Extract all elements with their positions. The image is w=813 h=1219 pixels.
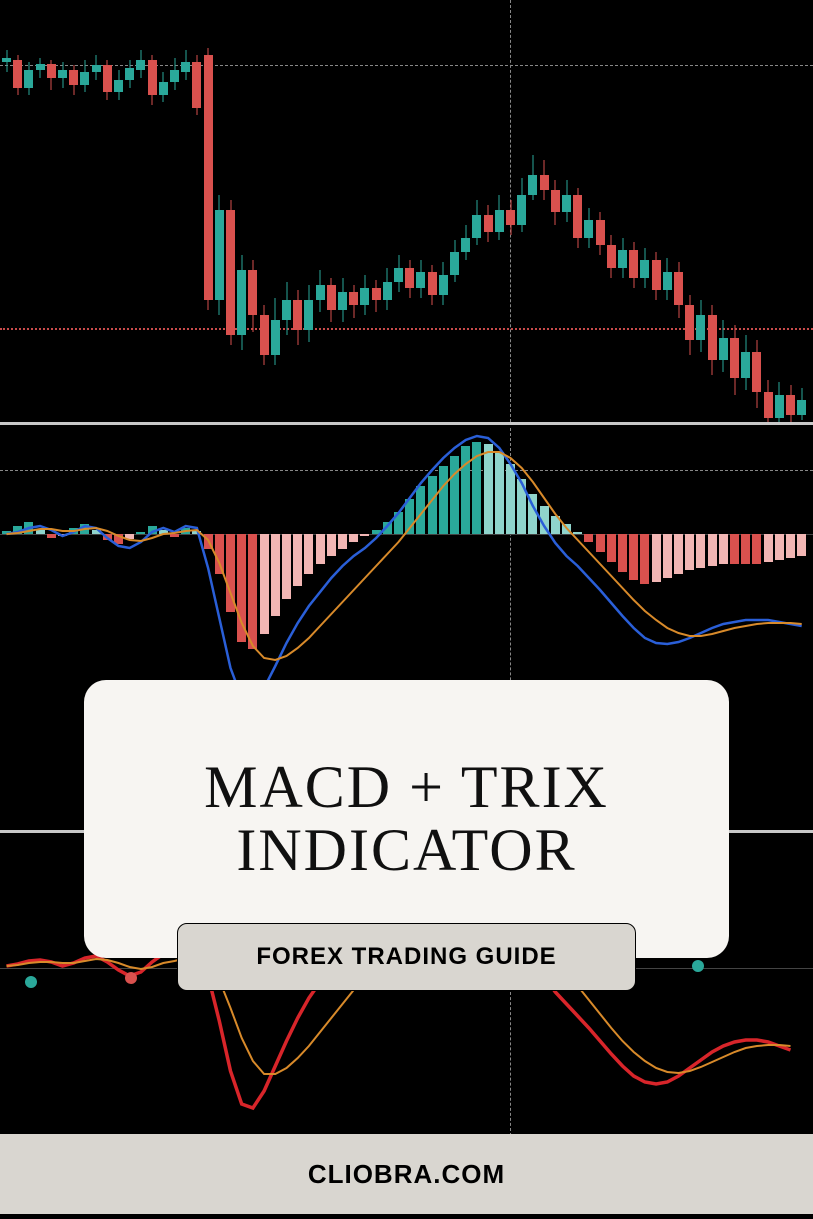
title-line1: MACD + TRIX <box>204 754 609 820</box>
candlestick-chart-panel <box>0 0 813 425</box>
subtitle-text: FOREX TRADING GUIDE <box>256 943 556 971</box>
title-line2: INDICATOR <box>236 817 576 883</box>
subtitle-badge: FOREX TRADING GUIDE <box>177 923 636 991</box>
main-title: MACD + TRIX INDICATOR <box>204 756 609 882</box>
footer-text: CLIOBRA.COM <box>308 1159 505 1190</box>
title-card: MACD + TRIX INDICATOR <box>84 680 729 958</box>
footer-bar: CLIOBRA.COM <box>0 1134 813 1214</box>
